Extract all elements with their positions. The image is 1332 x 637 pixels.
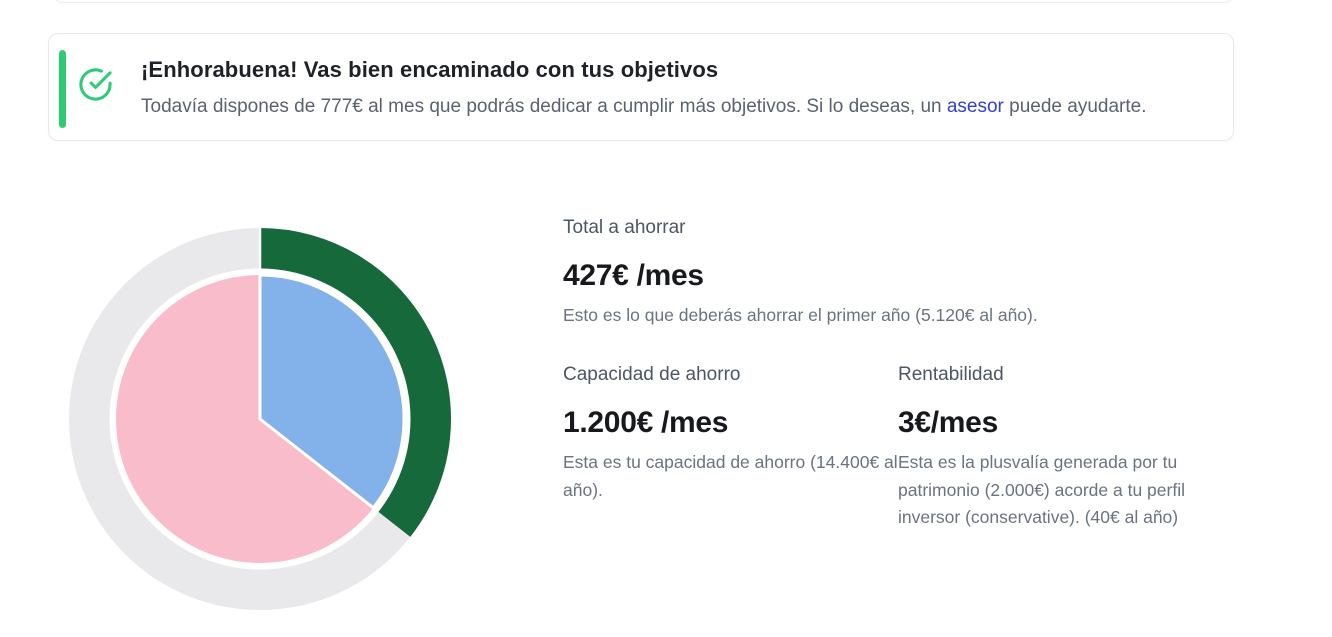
stat-value: 3€/mes bbox=[898, 406, 998, 439]
banner-accent-bar bbox=[59, 50, 66, 128]
banner-message-after: puede ayudarte. bbox=[1003, 96, 1147, 117]
banner-title: ¡Enhorabuena! Vas bien encaminado con tu… bbox=[141, 57, 719, 82]
stat-value: 427€ /mes bbox=[563, 259, 704, 292]
stat-label: Capacidad de ahorro bbox=[563, 364, 741, 385]
stat-label: Total a ahorrar bbox=[563, 217, 686, 238]
stat-total-a-ahorrar: Total a ahorrar 427€ /mes Esto es lo que… bbox=[563, 217, 1123, 330]
stat-label: Rentabilidad bbox=[898, 364, 1004, 385]
savings-donut-chart bbox=[65, 224, 455, 614]
previous-card-bottom-edge bbox=[53, 0, 1234, 3]
banner-subtitle: Todavía dispones de 777€ al mes que podr… bbox=[141, 96, 1147, 118]
stat-description: Esta es la plusvalía generada por tu pat… bbox=[898, 452, 1185, 527]
success-banner: ¡Enhorabuena! Vas bien encaminado con tu… bbox=[48, 33, 1234, 141]
advisor-link[interactable]: asesor bbox=[946, 96, 1004, 117]
stat-value: 1.200€ /mes bbox=[563, 406, 729, 439]
stat-description: Esta es tu capacidad de ahorro (14.400€ … bbox=[563, 452, 898, 500]
stat-description: Esto es lo que deberás ahorrar el primer… bbox=[563, 305, 1038, 325]
check-circle-icon bbox=[79, 68, 112, 101]
stat-capacidad-de-ahorro: Capacidad de ahorro 1.200€ /mes Esta es … bbox=[563, 364, 901, 504]
banner-message-before: Todavía dispones de 777€ al mes que podr… bbox=[141, 96, 947, 117]
stat-rentabilidad: Rentabilidad 3€/mes Esta es la plusvalía… bbox=[898, 364, 1216, 532]
donut-chart-svg bbox=[69, 228, 451, 610]
